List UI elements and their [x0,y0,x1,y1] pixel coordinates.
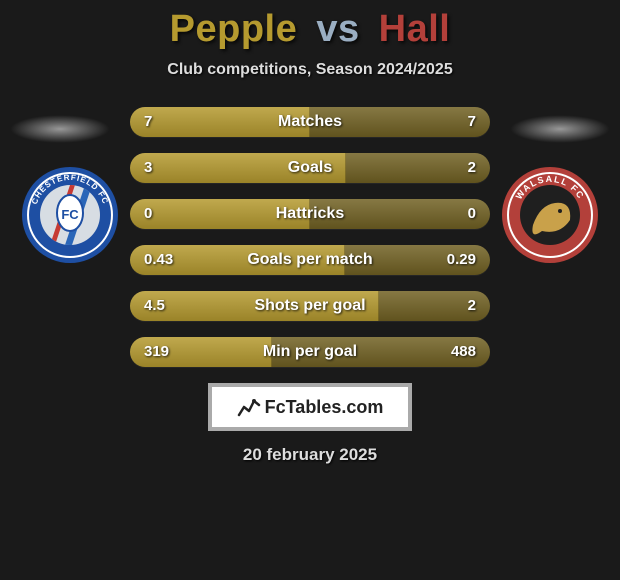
stat-label: Hattricks [130,199,490,229]
subtitle: Club competitions, Season 2024/2025 [0,61,620,79]
right-shadow-ellipse [510,115,610,143]
stat-label: Shots per goal [130,291,490,321]
stat-value-left: 0.43 [144,245,173,275]
date-text: 20 february 2025 [0,445,620,465]
player1-name: Pepple [170,8,298,50]
stat-value-left: 4.5 [144,291,165,321]
stat-label: Matches [130,107,490,137]
stat-value-right: 7 [468,107,476,137]
fctables-badge: FcTables.com [208,383,412,431]
stat-value-left: 319 [144,337,169,367]
stat-row: Hattricks0 0 [130,199,490,229]
stat-label: Goals per match [130,245,490,275]
stat-row: Shots per goal4.5 2 [130,291,490,321]
stat-value-right: 2 [468,153,476,183]
fctables-logo-icon [237,395,261,419]
fctables-text: FcTables.com [265,397,384,418]
stat-value-left: 3 [144,153,152,183]
stat-label: Min per goal [130,337,490,367]
comparison-title: Pepple vs Hall [0,0,620,51]
stat-row: Goals per match0.43 0.29 [130,245,490,275]
stat-value-left: 0 [144,199,152,229]
left-shadow-ellipse [10,115,110,143]
stat-row: Goals3 2 [130,153,490,183]
stat-value-left: 7 [144,107,152,137]
player2-name: Hall [379,8,451,50]
vs-text: vs [316,8,359,50]
stat-value-right: 0.29 [447,245,476,275]
stat-value-right: 2 [468,291,476,321]
stat-value-right: 0 [468,199,476,229]
team-crest-right: WALSALL FC [500,165,600,265]
stat-label: Goals [130,153,490,183]
svg-text:FC: FC [61,207,79,222]
stat-row: Min per goal319 488 [130,337,490,367]
content-area: CHESTERFIELD FC FC WALSALL FC Matches7 [0,107,620,465]
stat-row: Matches7 7 [130,107,490,137]
stats-bars: Matches7 7 Goals3 2 Hattricks0 0 Goals per mat… [130,107,490,367]
stat-value-right: 488 [451,337,476,367]
team-crest-left: CHESTERFIELD FC FC [20,165,120,265]
